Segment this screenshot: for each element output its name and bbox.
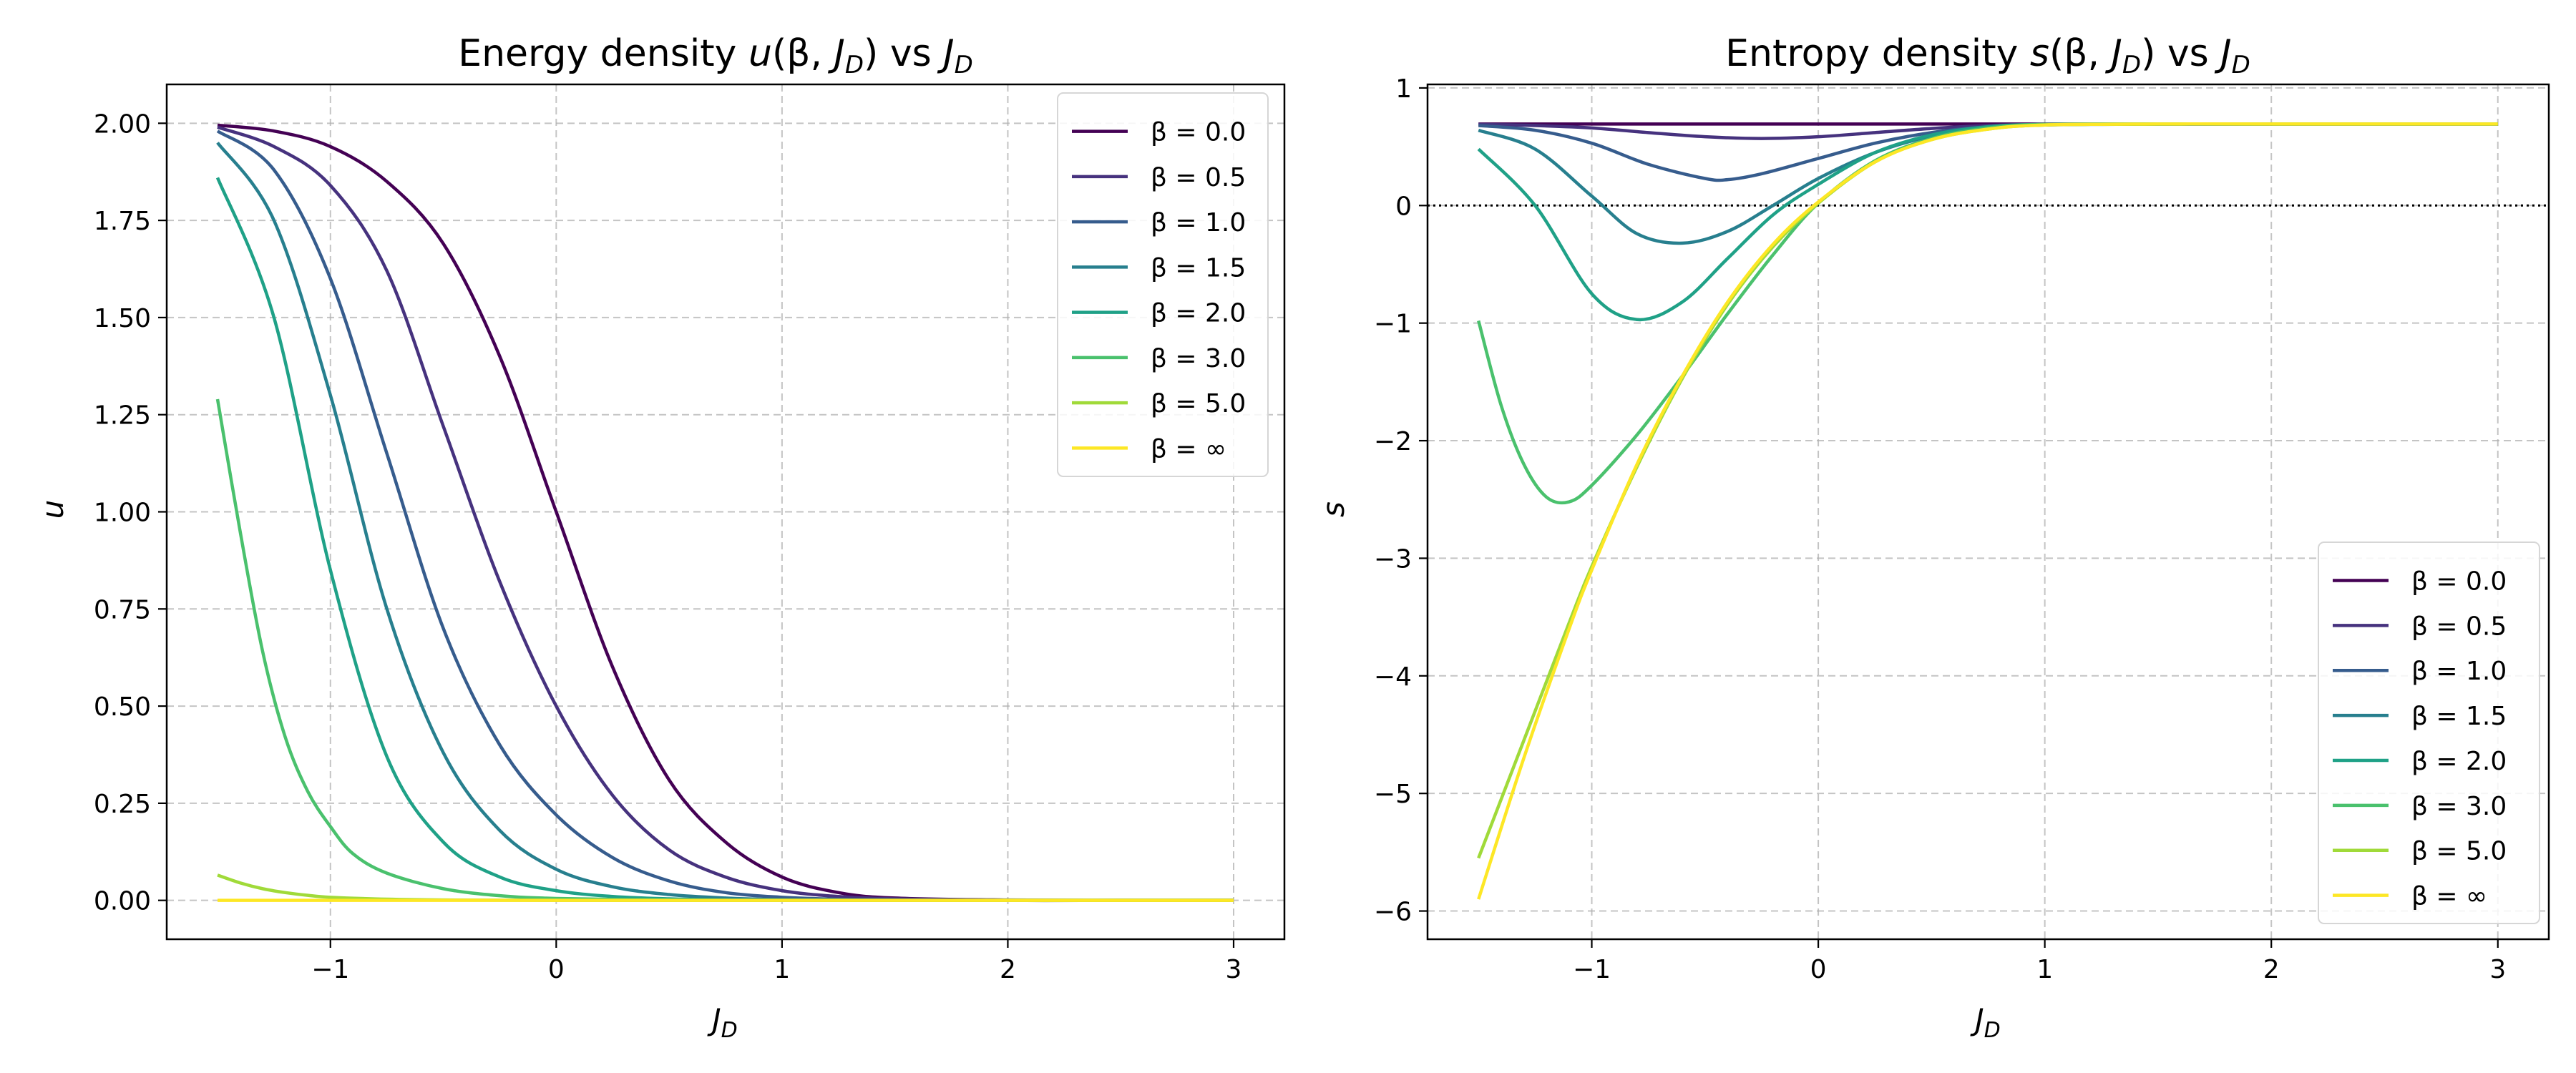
x-tick-label: −1 bbox=[1573, 955, 1611, 984]
legend-label: β = 0.0 bbox=[1151, 118, 1246, 147]
legend-label: β = 3.0 bbox=[2411, 792, 2507, 821]
y-tick-label: 1.25 bbox=[94, 401, 151, 431]
legend-label: β = 0.5 bbox=[2411, 612, 2507, 641]
series-line-7 bbox=[1477, 122, 2498, 900]
y-tick-label: −1 bbox=[1374, 310, 1412, 339]
series-group bbox=[1477, 122, 2498, 900]
legend-label: β = ∞ bbox=[1151, 434, 1226, 464]
legend-label: β = 2.0 bbox=[1151, 299, 1246, 328]
x-tick-label: −1 bbox=[311, 955, 349, 984]
y-tick-label: −2 bbox=[1374, 427, 1412, 456]
y-tick-label: 0.50 bbox=[94, 692, 151, 722]
legend-box bbox=[2318, 542, 2540, 924]
y-axis-label: u bbox=[35, 500, 70, 519]
y-tick-label: −4 bbox=[1374, 662, 1412, 692]
legend-label: β = ∞ bbox=[2411, 882, 2487, 911]
legend-label: β = 5.0 bbox=[2411, 837, 2507, 866]
y-tick-label: 1 bbox=[1395, 74, 1412, 104]
y-tick-label: 2.00 bbox=[94, 109, 151, 139]
legend-label: β = 5.0 bbox=[1151, 389, 1246, 418]
chart-title: Energy density u(β, JD) vs JD bbox=[458, 32, 973, 79]
x-tick-label: 2 bbox=[1000, 955, 1016, 984]
y-tick-label: −3 bbox=[1374, 544, 1412, 574]
chart-title: Entropy density s(β, JD) vs JD bbox=[1725, 32, 2250, 79]
x-tick-label: 0 bbox=[548, 955, 565, 984]
legend: β = 0.0 β = 0.5 β = 1.0 β = 1.5 β = 2.0 β = 3… bbox=[2318, 542, 2540, 924]
y-tick-label: 0 bbox=[1395, 192, 1412, 221]
legend-label: β = 1.5 bbox=[1151, 253, 1246, 283]
legend-label: β = 0.0 bbox=[2411, 567, 2507, 596]
y-axis-label: s bbox=[1316, 501, 1351, 517]
y-tick-label: 0.00 bbox=[94, 887, 151, 916]
legend-label: β = 2.0 bbox=[2411, 747, 2507, 776]
y-tick-label: 1.00 bbox=[94, 499, 151, 528]
y-tick-label: 1.50 bbox=[94, 304, 151, 333]
legend-label: β = 1.0 bbox=[2411, 657, 2507, 686]
y-tick-label: 1.75 bbox=[94, 207, 151, 236]
legend: β = 0.0 β = 0.5 β = 1.0 β = 1.5 β = 2.0 β = 3… bbox=[1057, 92, 1269, 477]
y-axis-ticks: −6 −5 −4 −3 −2 −1 0 1 bbox=[1374, 74, 1428, 927]
legend-box bbox=[1057, 92, 1269, 477]
legend-label: β = 0.5 bbox=[1151, 163, 1246, 192]
y-tick-label: 0.75 bbox=[94, 595, 151, 624]
x-tick-label: 1 bbox=[2036, 955, 2053, 984]
x-axis-ticks: −1 0 1 2 3 bbox=[1573, 939, 2506, 984]
y-axis-ticks: 0.00 0.25 0.50 0.75 1.00 1.25 1.50 1.75 2.00 bbox=[94, 109, 167, 916]
legend-label: β = 1.0 bbox=[1151, 208, 1246, 237]
legend-label: β = 3.0 bbox=[1151, 344, 1246, 373]
series-group bbox=[215, 123, 1234, 903]
x-tick-label: 1 bbox=[774, 955, 790, 984]
x-tick-label: 0 bbox=[1810, 955, 1827, 984]
x-tick-label: 3 bbox=[2489, 955, 2506, 984]
y-tick-label: −5 bbox=[1374, 780, 1412, 809]
y-tick-label: −6 bbox=[1374, 898, 1412, 927]
x-tick-label: 2 bbox=[2263, 955, 2280, 984]
plot-frame bbox=[1426, 83, 2550, 941]
x-axis-ticks: −1 0 1 2 3 bbox=[311, 939, 1241, 984]
x-tick-label: 3 bbox=[1226, 955, 1242, 984]
energy-density-chart: Energy density u(β, JD) vs JD −1 0 1 2 3 0.0… bbox=[35, 32, 1286, 1043]
legend-label: β = 1.5 bbox=[2411, 702, 2507, 731]
entropy-density-chart: Entropy density s(β, JD) vs JD −1 0 1 2 3 −6… bbox=[1316, 32, 2550, 1043]
y-tick-label: 0.25 bbox=[94, 790, 151, 819]
